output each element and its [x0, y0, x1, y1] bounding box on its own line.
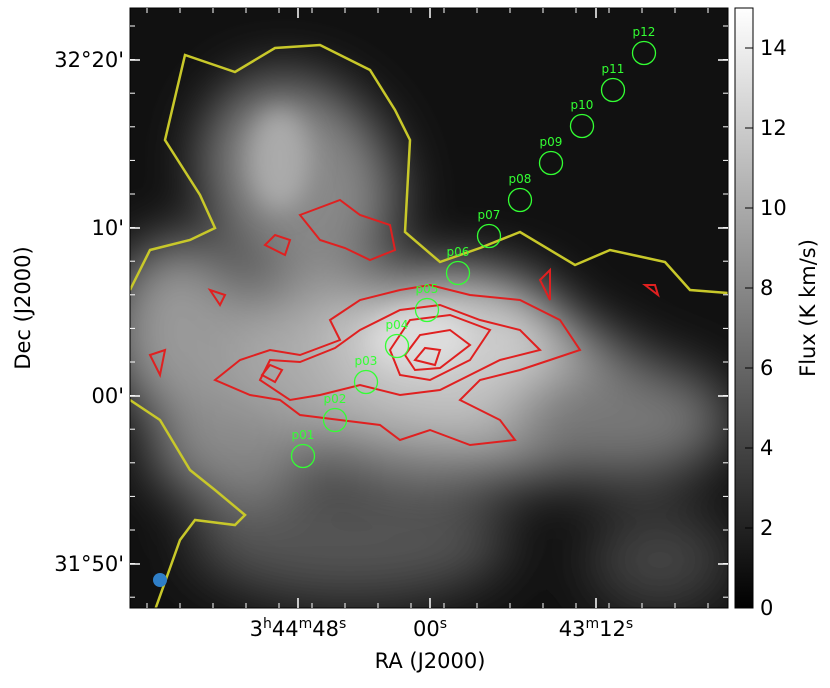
colorbar-tick-label: 2: [760, 516, 773, 540]
y-tick-label: 00': [92, 384, 125, 408]
position-circle: [384, 333, 410, 359]
position-circle: [569, 113, 595, 139]
position-circle: [476, 223, 502, 249]
position-circle: [538, 150, 564, 176]
position-label: p01: [292, 428, 315, 442]
position-circle: [445, 260, 471, 286]
x-tick-label: 00s: [413, 616, 447, 641]
position-circle: [353, 369, 379, 395]
position-label: p07: [478, 208, 501, 222]
colorbar-tick-label: 12: [760, 116, 787, 140]
position-circle: [322, 407, 348, 433]
position-label: p05: [416, 282, 439, 296]
x-tick-label: 3h44m48s: [250, 616, 347, 641]
colorbar-tick-label: 14: [760, 36, 787, 60]
colorbar-tick-label: 8: [760, 276, 773, 300]
position-label: p09: [540, 135, 563, 149]
position-label: p08: [509, 172, 532, 186]
y-tick-label: 32°20': [54, 48, 124, 72]
y-axis-label: Dec (J2000): [11, 246, 35, 369]
colorbar: [734, 7, 754, 609]
colorbar-tick-label: 0: [760, 596, 773, 620]
position-label: p10: [571, 98, 594, 112]
y-tick-label: 31°50': [54, 552, 124, 576]
plot-frame: [129, 7, 729, 609]
position-label: p06: [447, 245, 470, 259]
position-circle: [600, 77, 626, 103]
position-circle: [290, 443, 316, 469]
position-label: p03: [355, 354, 378, 368]
map-image: [130, 8, 728, 608]
colorbar-tick-label: 10: [760, 196, 787, 220]
colorbar-tick-label: 6: [760, 356, 773, 380]
position-circle: [631, 40, 657, 66]
colorbar-tick-label: 4: [760, 436, 773, 460]
position-label: p04: [386, 318, 409, 332]
y-tick-label: 10': [92, 216, 125, 240]
position-label: p02: [324, 392, 347, 406]
position-circle: [414, 297, 440, 323]
x-axis-label: RA (J2000): [375, 649, 486, 673]
x-tick-label: 43m12s: [559, 616, 633, 641]
position-circle: [507, 187, 533, 213]
colorbar-label: Flux (K km/s): [796, 239, 820, 377]
position-label: p11: [602, 62, 625, 76]
position-label: p12: [633, 25, 656, 39]
